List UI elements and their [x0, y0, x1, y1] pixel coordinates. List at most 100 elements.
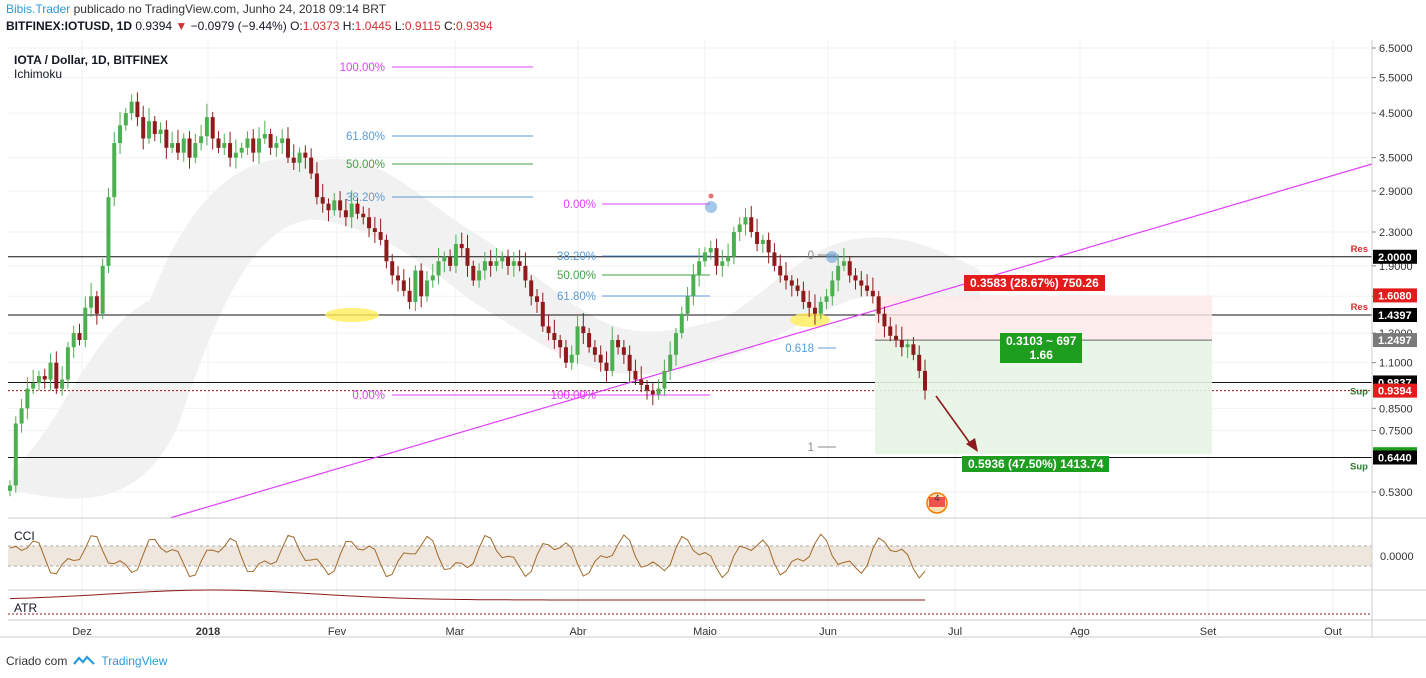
candle-body-49 — [291, 157, 296, 163]
level-label-2: Sup — [1350, 386, 1368, 397]
candle-body-34 — [204, 117, 209, 137]
candle-body-85 — [500, 256, 505, 262]
candle-body-54 — [320, 197, 325, 204]
candle-body-35 — [210, 117, 215, 139]
cci-band — [8, 546, 1372, 566]
candle-body-98 — [575, 326, 580, 355]
candle-body-71 — [419, 270, 424, 297]
candle-body-151 — [882, 313, 887, 327]
candle-body-114 — [668, 354, 673, 371]
price-label-box-1 — [1373, 288, 1417, 303]
candle-body-68 — [401, 280, 406, 291]
candle-body-139 — [812, 307, 817, 314]
pivot-circle-2 — [826, 251, 838, 263]
candle-body-31 — [187, 138, 192, 158]
candle-body-150 — [876, 296, 881, 314]
legend-indicator[interactable]: Ichimoku — [14, 67, 63, 81]
price-tick-0: 6.5000 — [1379, 43, 1413, 55]
candle-body-135 — [789, 280, 794, 286]
price-tick-12: 0.5300 — [1379, 487, 1413, 499]
candle-body-95 — [558, 340, 563, 348]
candle-body-126 — [737, 224, 742, 233]
candle-body-21 — [129, 101, 134, 114]
candle-body-79 — [465, 248, 470, 266]
candle-body-60 — [355, 203, 360, 214]
candle-body-81 — [477, 270, 482, 281]
candle-body-40 — [239, 147, 244, 153]
candle-body-33 — [199, 136, 204, 144]
candlesticks — [8, 92, 927, 497]
low-value: 0.9115 — [404, 19, 441, 33]
candle-body-51 — [303, 152, 308, 158]
candle-body-87 — [511, 261, 516, 266]
cci-label: CCI — [14, 529, 35, 543]
candle-body-83 — [488, 261, 493, 266]
candle-body-16 — [100, 265, 105, 314]
candle-body-156 — [911, 344, 916, 355]
candle-body-8 — [54, 362, 59, 389]
candle-body-111 — [650, 390, 655, 395]
down-arrow-icon: ▼ — [175, 19, 188, 33]
author-link[interactable]: Bibis.Trader — [6, 2, 71, 16]
candle-body-86 — [506, 256, 511, 266]
price-tick-1: 5.5000 — [1379, 73, 1413, 85]
candle-body-70 — [413, 270, 418, 302]
candle-body-59 — [349, 203, 354, 218]
candle-body-110 — [645, 384, 650, 391]
open-value: 1.0373 — [302, 19, 340, 33]
high-value: 1.0445 — [354, 19, 392, 33]
price-axis-labels: 2.00001.60801.43971.24970.98370.93940.65… — [1373, 249, 1417, 465]
candle-body-113 — [662, 370, 667, 389]
cci-zero-label: 0.0000 — [1380, 551, 1414, 563]
candle-body-78 — [459, 243, 464, 249]
price-tick-4: 2.9000 — [1379, 186, 1413, 198]
candle-body-147 — [859, 280, 864, 286]
risk-box: 0.3583 (28.67%) 750.26 — [964, 275, 1105, 291]
symbol-name: BITFINEX:IOTUSD, 1D — [6, 19, 133, 33]
time-axis[interactable]: Dez 2018 Fev Mar Abr Maio Jun Jul Ago Set Out — [0, 626, 1426, 638]
symbol-header: BITFINEX:IOTUSD, 1D 0.9394 ▼ −0.0979 (−9… — [6, 19, 493, 33]
candle-body-1 — [13, 423, 18, 486]
candle-body-157 — [917, 354, 922, 371]
open-label: O: — [290, 19, 303, 33]
candle-body-121 — [708, 248, 713, 253]
trendline[interactable] — [169, 163, 1373, 519]
candle-body-55 — [326, 203, 331, 211]
candle-body-148 — [865, 285, 870, 291]
price-tick-10: 0.8500 — [1379, 403, 1413, 415]
high-label: H: — [342, 19, 355, 33]
candle-body-77 — [453, 243, 458, 266]
candle-body-154 — [899, 340, 904, 348]
candle-body-82 — [482, 261, 487, 271]
fib-ext-label-1: 0.618 — [785, 343, 814, 355]
candle-body-145 — [847, 261, 852, 276]
footer-brand[interactable]: TradingView — [101, 654, 168, 668]
fib-ext-label-2: 1 — [808, 442, 814, 454]
candle-body-61 — [361, 213, 366, 218]
candle-body-76 — [448, 256, 453, 266]
projection-arrowhead — [966, 438, 978, 452]
candle-body-118 — [691, 275, 696, 297]
candle-body-100 — [587, 333, 592, 348]
time-tick-8: Ago — [1070, 626, 1090, 638]
candle-body-46 — [274, 143, 279, 148]
price-label-5: 0.9394 — [1378, 386, 1413, 398]
candle-body-115 — [673, 333, 678, 355]
projection-arrow — [935, 395, 973, 447]
candle-body-56 — [332, 200, 337, 211]
time-tick-10: Out — [1324, 626, 1342, 638]
candle-body-91 — [534, 296, 539, 302]
candle-body-134 — [784, 275, 789, 281]
candle-body-29 — [175, 143, 180, 153]
last-price: 0.9394 — [135, 19, 173, 33]
price-tick-2: 4.5000 — [1379, 108, 1413, 120]
candle-body-27 — [164, 129, 169, 148]
candle-body-120 — [702, 252, 707, 262]
candle-body-92 — [540, 301, 545, 327]
candle-body-101 — [592, 347, 597, 355]
candle-body-53 — [314, 173, 319, 198]
candle-body-99 — [581, 326, 586, 334]
highlight-ellipse-2 — [790, 313, 830, 327]
candle-body-73 — [430, 275, 435, 281]
